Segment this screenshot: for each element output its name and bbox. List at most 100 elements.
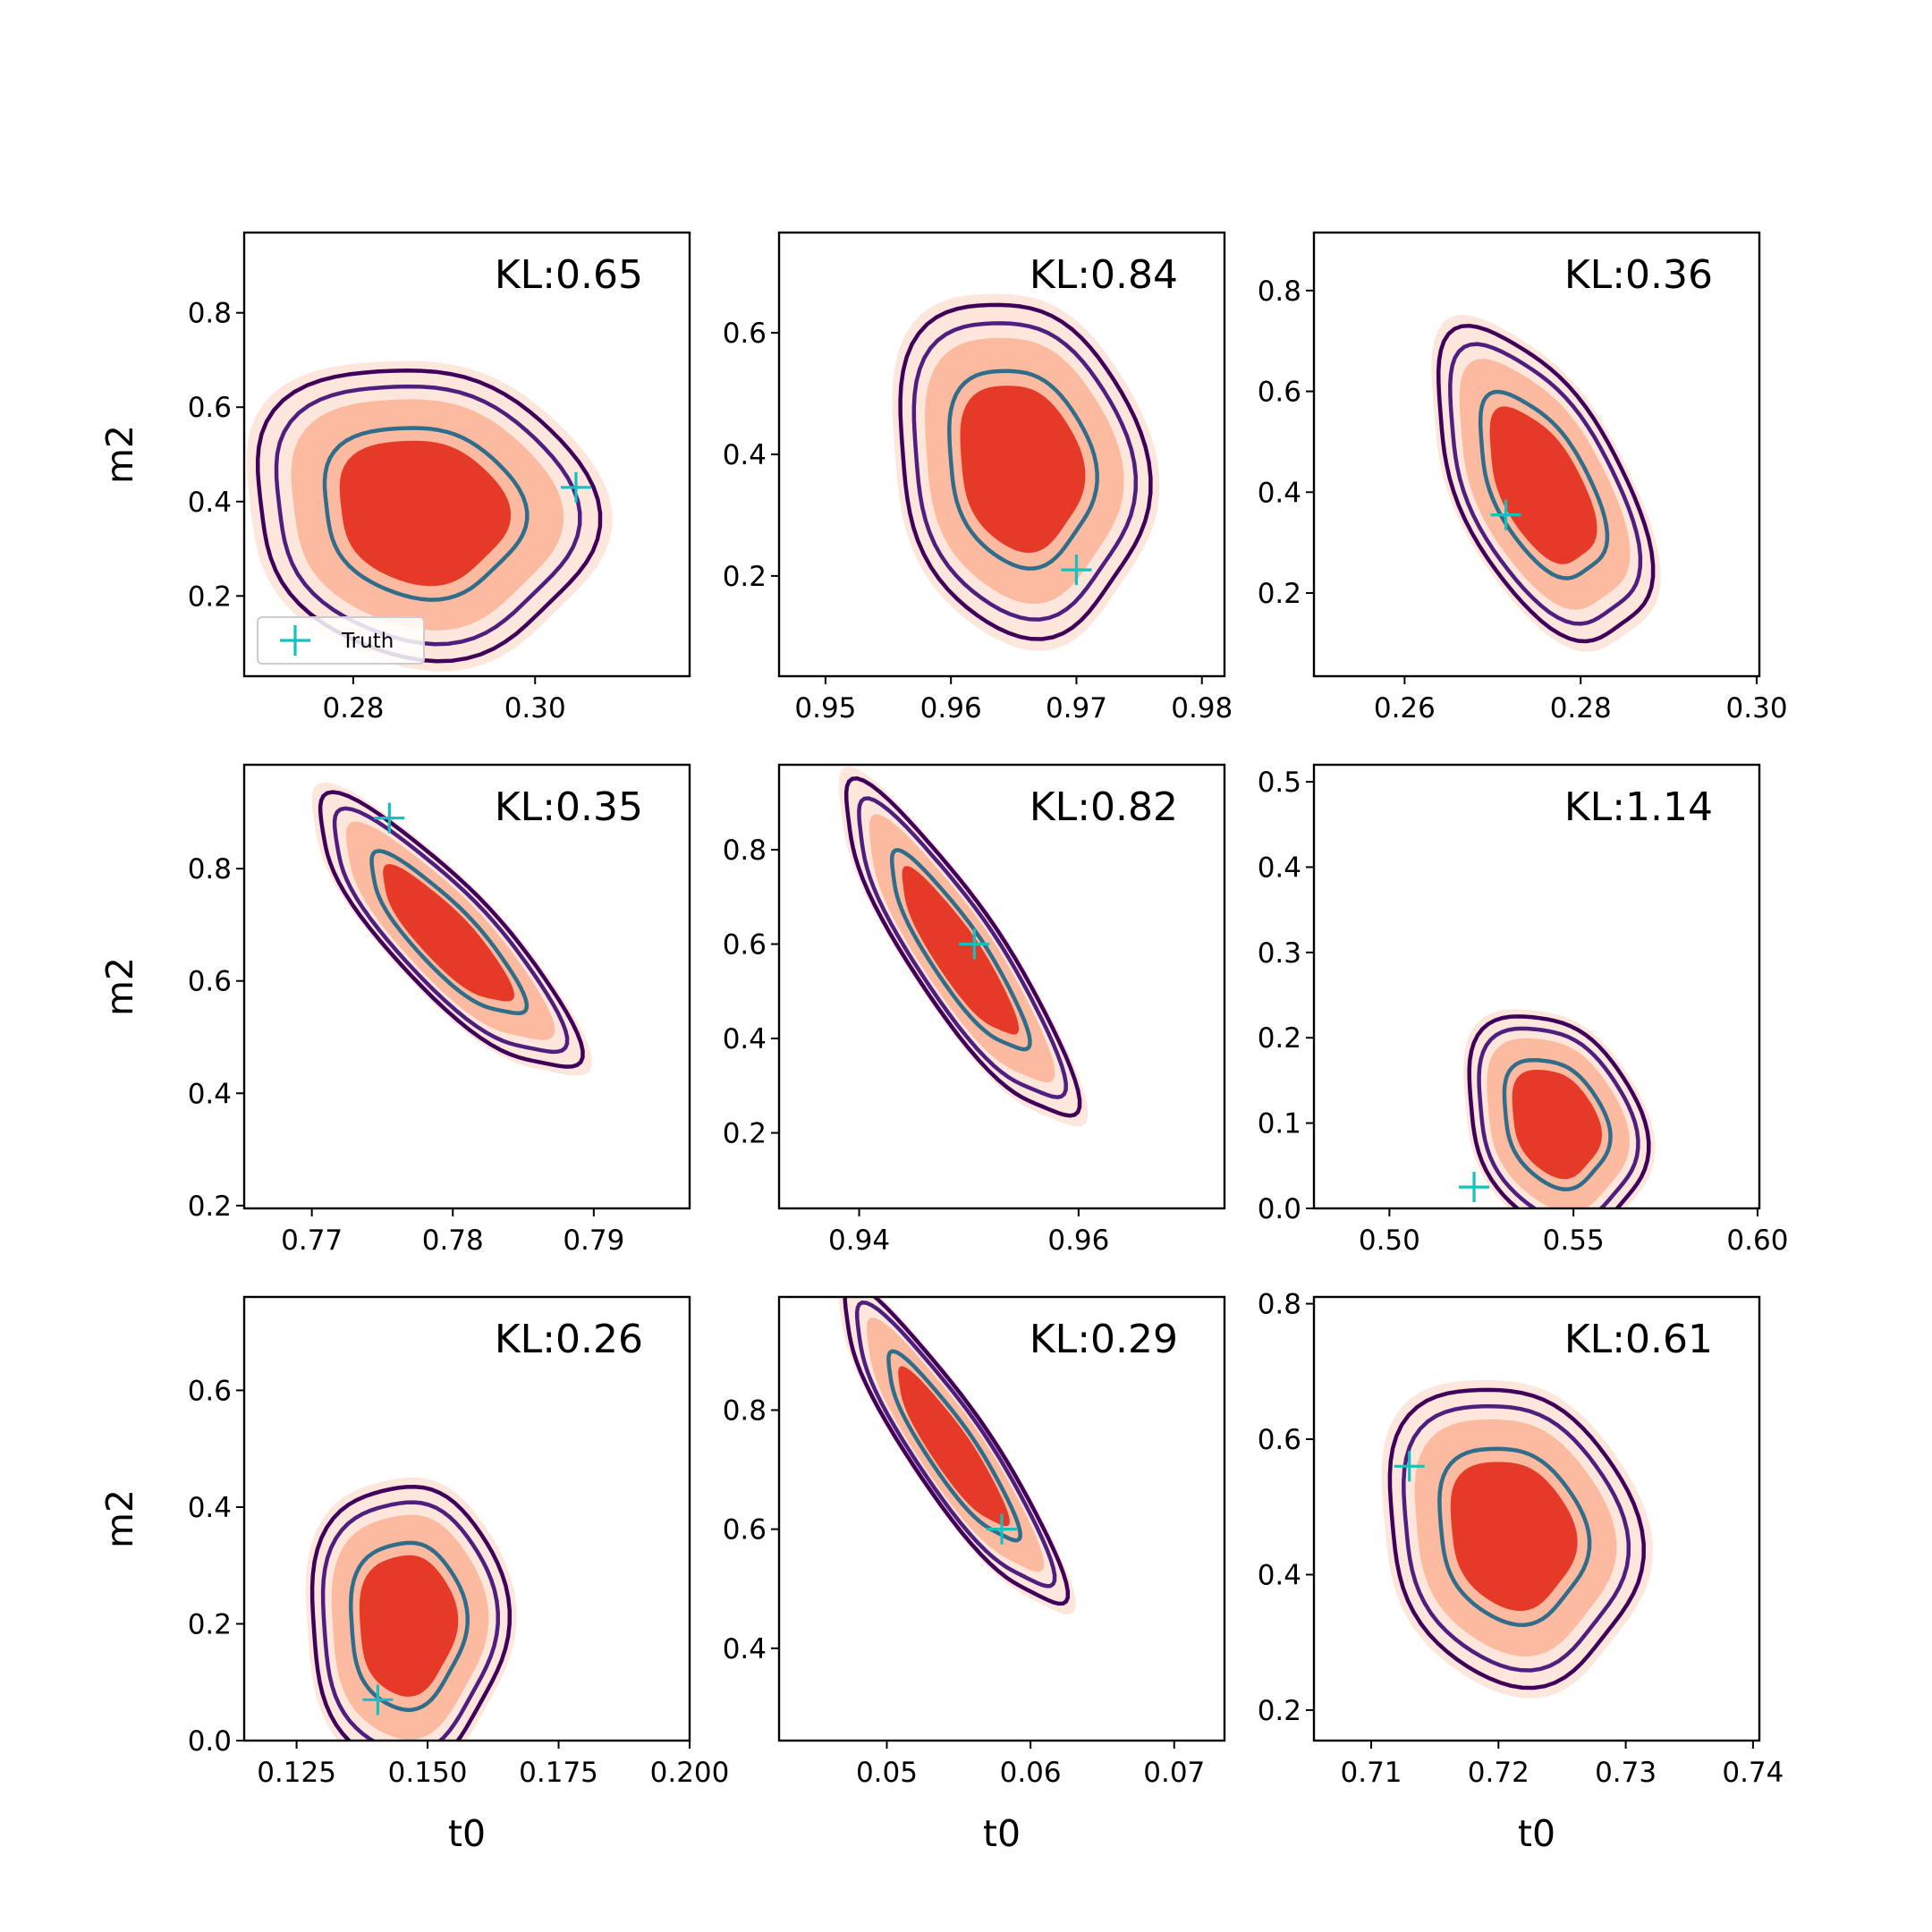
x-tick-label: 0.77 — [281, 1224, 343, 1257]
legend: Truth — [257, 616, 425, 665]
density-fill-level-3 — [1450, 1462, 1578, 1611]
density-area — [1431, 314, 1661, 652]
density-area — [246, 360, 613, 672]
contour-line-level-3 — [886, 1349, 1022, 1543]
contour-line-level-1 — [318, 790, 585, 1069]
axes-frame — [777, 1295, 1226, 1742]
y-tick-label: 0.8 — [723, 1394, 767, 1427]
density-area — [1381, 1380, 1653, 1699]
kl-annotation: KL:0.65 — [495, 252, 643, 298]
truth-marker — [959, 928, 990, 960]
kl-annotation: KL:0.35 — [495, 784, 643, 830]
x-tick-label: 0.95 — [794, 692, 856, 724]
x-tick-label: 0.60 — [1726, 1224, 1788, 1257]
y-tick-label: 0.4 — [723, 1633, 767, 1665]
contour-line-level-3 — [349, 1540, 470, 1712]
density-area — [311, 782, 592, 1076]
kl-annotation: KL:0.26 — [495, 1317, 643, 1362]
y-tick-label: 0.6 — [188, 966, 232, 998]
x-tick-label: 0.71 — [1341, 1757, 1402, 1789]
truth-marker — [1490, 499, 1521, 530]
density-fill-level-3 — [339, 440, 512, 587]
kl-annotation: KL:0.84 — [1030, 252, 1178, 298]
density-area — [305, 1477, 517, 1741]
x-tick-label: 0.200 — [650, 1757, 730, 1789]
panel-r2c1: 0.77 0.78 0.79 0.2 0.4 0.6 0.8 KL:0.35 m2 — [98, 763, 691, 1257]
x-tick-label: 0.94 — [828, 1224, 890, 1257]
y-tick-label: 0.4 — [188, 487, 232, 519]
x-tick-label: 0.175 — [519, 1757, 598, 1789]
panel-r3c2: 0.05 0.06 0.07 0.4 0.6 0.8 KL:0.29 t0 — [723, 1295, 1226, 1855]
y-tick-label: 0.8 — [188, 298, 232, 330]
contour-line-level-2 — [1477, 1026, 1640, 1208]
contour-line-level-2 — [1448, 342, 1643, 626]
y-tick-label: 0.4 — [1258, 852, 1301, 884]
y-tick-label: 0.6 — [723, 929, 767, 962]
contour-line-level-3 — [947, 369, 1099, 571]
y-tick-label: 0.4 — [1258, 477, 1301, 509]
density-fill-level-3 — [383, 864, 514, 1002]
x-tick-label: 0.96 — [920, 692, 982, 724]
truth-marker — [987, 1513, 1017, 1545]
contour-line-level-1 — [1387, 1387, 1646, 1690]
y-tick-label: 0.2 — [188, 580, 232, 613]
x-tick-label: 0.50 — [1359, 1224, 1420, 1257]
density-fill-level-3 — [902, 866, 1019, 1035]
density-fill-level-3 — [960, 386, 1086, 553]
panel-r2c3: 0.50 0.55 0.60 0.0 0.1 0.2 0.3 0.4 0.5 KL:1.14 — [1258, 763, 1788, 1257]
contour-line-level-2 — [332, 806, 570, 1055]
x-tick-label: 0.98 — [1171, 692, 1233, 724]
x-tick-label: 0.73 — [1595, 1757, 1657, 1789]
x-tick-label: 0.79 — [563, 1224, 624, 1257]
contour-line-level-3 — [1437, 1446, 1592, 1627]
legend-plus-icon — [280, 625, 310, 656]
truth-marker — [560, 471, 591, 503]
density-fill-level-3 — [1489, 406, 1597, 564]
y-tick-label: 0.4 — [188, 1492, 232, 1524]
axes-frame — [1312, 1295, 1761, 1742]
contour-line-level-1 — [1436, 323, 1656, 644]
y-tick-label: 0.0 — [1258, 1193, 1301, 1225]
contour-line-level-2 — [911, 321, 1139, 622]
y-tick-label: 0.8 — [188, 853, 232, 886]
y-tick-label: 0.5 — [1258, 767, 1301, 799]
kl-annotation: KL:0.36 — [1564, 252, 1713, 298]
y-tick-label: 0.4 — [723, 439, 767, 471]
panel-r3c1: 0.125 0.150 0.175 0.200 0.0 0.2 0.4 0.6 KL:0.26 m… — [98, 1295, 730, 1855]
contour-line-level-3 — [322, 426, 530, 602]
x-tick-label: 0.05 — [856, 1757, 918, 1789]
y-tick-label: 0.6 — [723, 1514, 767, 1546]
y-tick-label: 0.2 — [1258, 1695, 1301, 1727]
x-tick-label: 0.26 — [1374, 692, 1436, 724]
contour-line-level-1 — [309, 1484, 513, 1741]
contour-line-level-2 — [854, 1301, 1057, 1589]
panel-r3c3: 0.71 0.72 0.73 0.74 0.2 0.4 0.6 0.8 KL:0.61 t0 — [1258, 1289, 1784, 1855]
y-tick-label: 0.2 — [723, 561, 767, 593]
x-tick-label: 0.30 — [1726, 692, 1788, 724]
kl-annotation: KL:1.14 — [1564, 784, 1713, 830]
x-tick-label: 0.78 — [422, 1224, 484, 1257]
y-tick-label: 0.8 — [1258, 1289, 1301, 1321]
y-tick-label: 0.2 — [1258, 1022, 1301, 1055]
density-area — [1463, 1009, 1656, 1208]
contour-line-level-3 — [369, 849, 530, 1016]
contour-line-level-2 — [857, 796, 1068, 1099]
legend-box — [257, 616, 425, 665]
y-tick-label: 0.6 — [1258, 377, 1301, 409]
axes-frame — [777, 763, 1226, 1210]
y-tick-label: 0.0 — [188, 1725, 232, 1758]
y-tick-label: 0.8 — [1258, 275, 1301, 308]
x-tick-label: 0.28 — [322, 692, 384, 724]
truth-marker — [374, 802, 405, 834]
contour-line-level-1 — [843, 776, 1082, 1118]
y-tick-label: 0.2 — [188, 1608, 232, 1640]
density-area — [892, 293, 1160, 651]
x-axis-label: t0 — [983, 1812, 1021, 1855]
y-axis-label: m2 — [98, 1489, 141, 1548]
y-tick-label: 0.6 — [188, 1375, 232, 1407]
density-fill-level-3 — [359, 1555, 459, 1697]
x-tick-label: 0.96 — [1047, 1224, 1109, 1257]
y-tick-label: 0.6 — [188, 392, 232, 424]
y-tick-label: 0.2 — [1258, 578, 1301, 610]
